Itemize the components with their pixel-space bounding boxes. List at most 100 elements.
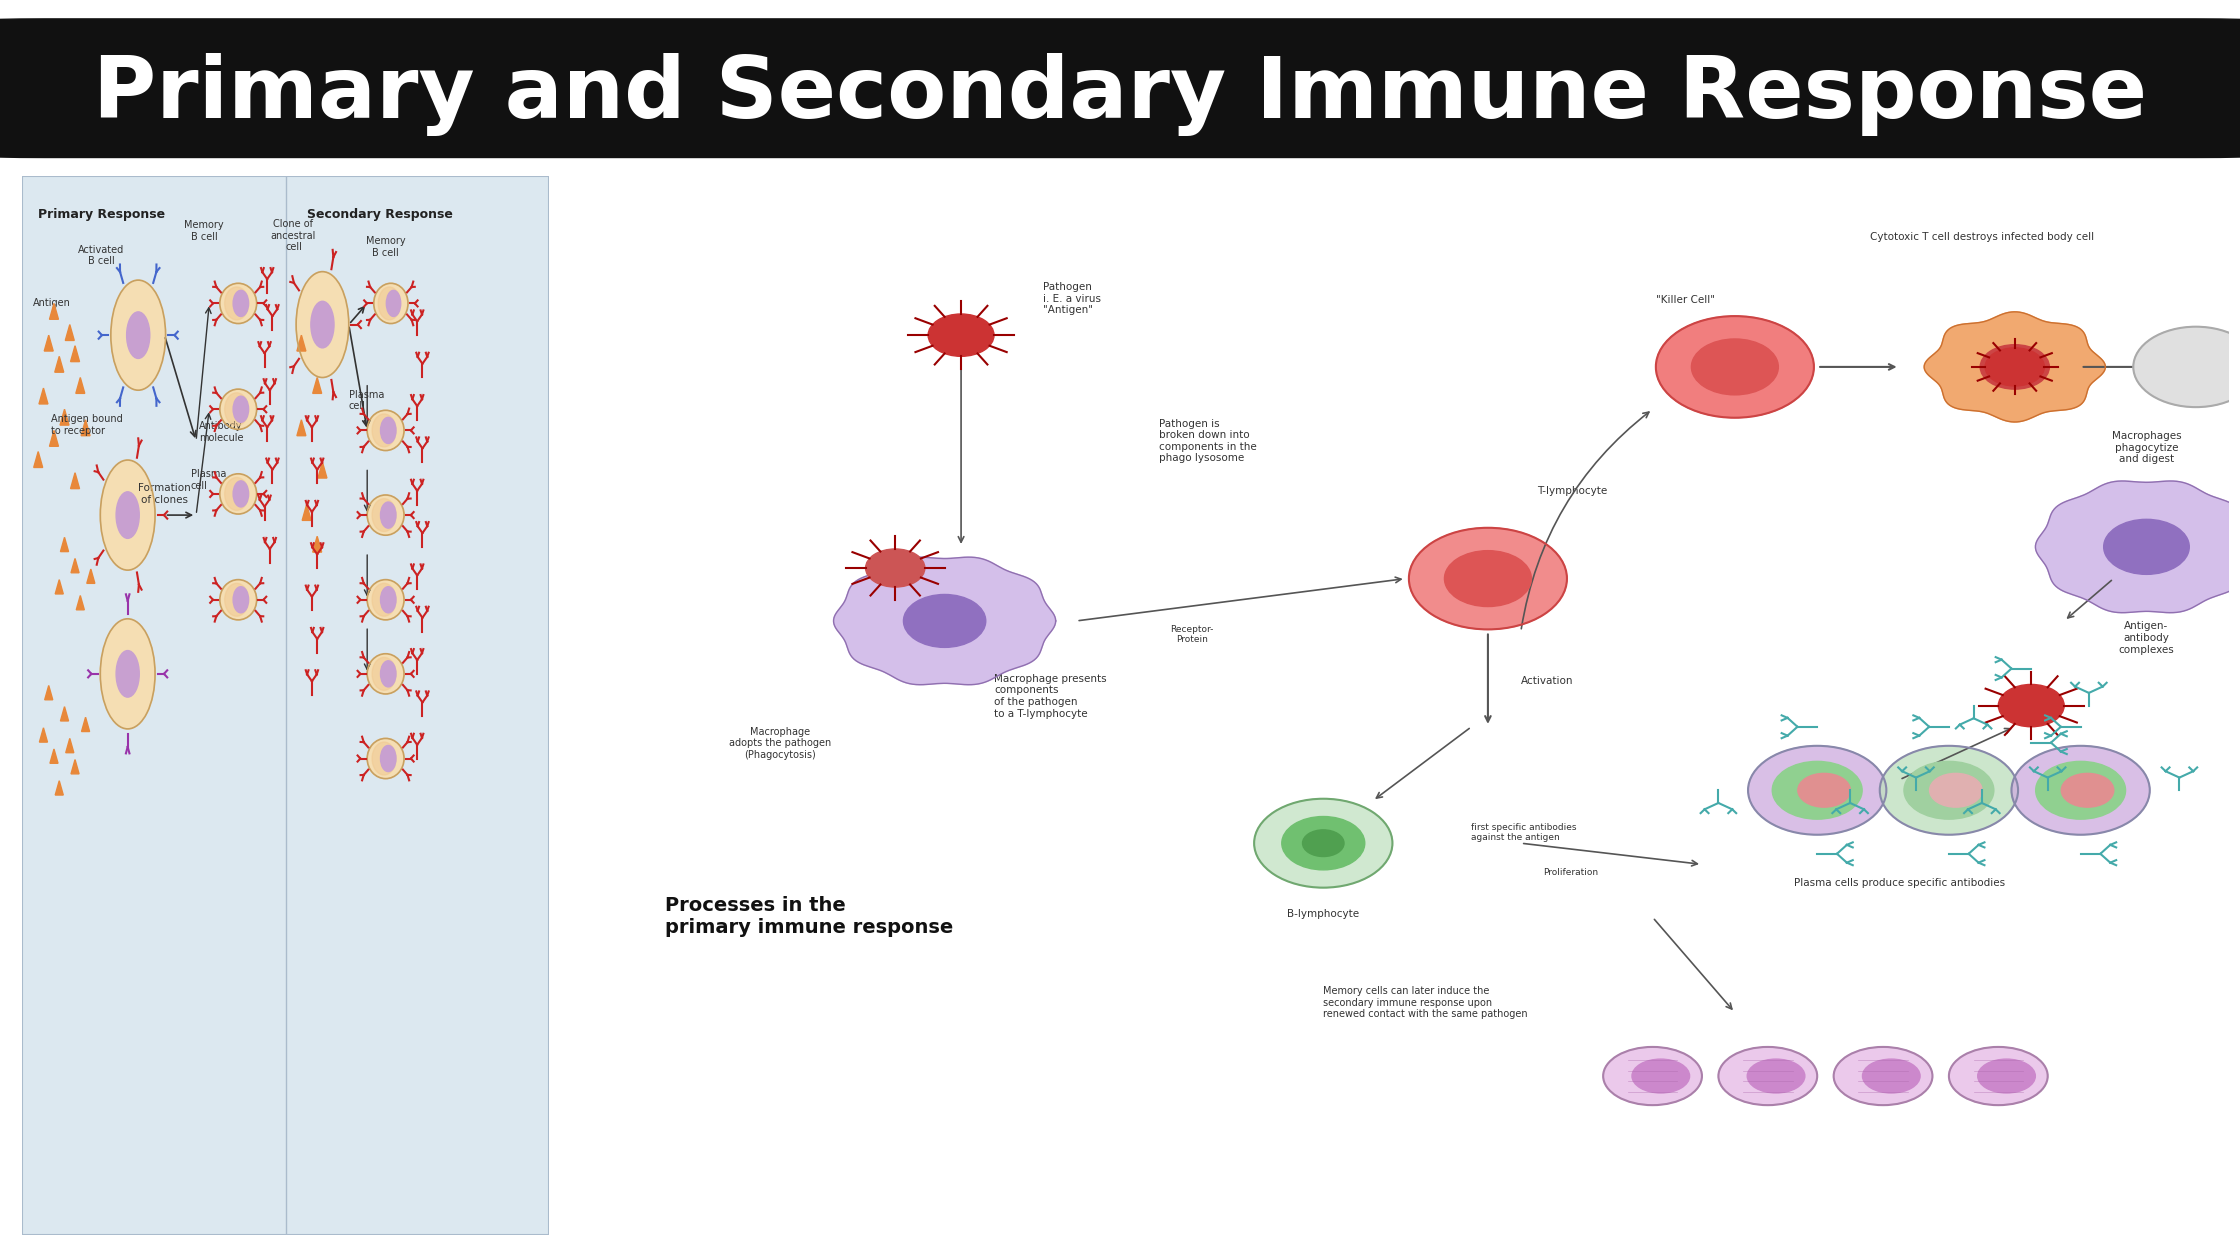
Circle shape xyxy=(2132,326,2240,407)
Polygon shape xyxy=(56,781,63,795)
Circle shape xyxy=(1799,774,1850,808)
Polygon shape xyxy=(72,760,78,774)
Text: "Killer Cell": "Killer Cell" xyxy=(1655,295,1716,305)
Text: Activated
B cell: Activated B cell xyxy=(78,244,125,266)
Circle shape xyxy=(110,280,166,391)
Ellipse shape xyxy=(233,290,249,316)
Polygon shape xyxy=(54,357,63,372)
Circle shape xyxy=(296,272,349,378)
Text: Clone of
ancestral
cell: Clone of ancestral cell xyxy=(271,219,316,252)
Ellipse shape xyxy=(1978,1060,2036,1092)
Polygon shape xyxy=(833,557,1055,684)
Polygon shape xyxy=(76,596,85,610)
Circle shape xyxy=(1904,761,1994,819)
Text: Secondary Response: Secondary Response xyxy=(307,208,452,222)
Ellipse shape xyxy=(372,583,396,616)
Ellipse shape xyxy=(233,481,249,507)
Text: Antigen: Antigen xyxy=(34,299,72,309)
Ellipse shape xyxy=(374,284,408,324)
Polygon shape xyxy=(318,462,327,478)
Circle shape xyxy=(116,650,139,697)
Ellipse shape xyxy=(233,587,249,612)
Ellipse shape xyxy=(367,495,403,536)
Polygon shape xyxy=(298,335,307,352)
Ellipse shape xyxy=(220,284,258,324)
Circle shape xyxy=(2036,761,2126,819)
Text: Pathogen is
broken down into
components in the
phago lysosome: Pathogen is broken down into components … xyxy=(1158,418,1257,464)
Text: Memory
B cell: Memory B cell xyxy=(184,220,224,242)
Polygon shape xyxy=(302,504,311,520)
Ellipse shape xyxy=(367,411,403,451)
Circle shape xyxy=(116,491,139,538)
Circle shape xyxy=(903,595,986,648)
Text: Memory
B cell: Memory B cell xyxy=(365,236,405,258)
Polygon shape xyxy=(56,580,63,593)
Polygon shape xyxy=(38,388,47,404)
Text: Activation: Activation xyxy=(1521,677,1572,687)
Polygon shape xyxy=(314,537,323,552)
Polygon shape xyxy=(72,558,78,573)
Ellipse shape xyxy=(381,501,396,528)
Ellipse shape xyxy=(372,658,396,690)
Circle shape xyxy=(2012,746,2150,834)
Text: T-lymphocyte: T-lymphocyte xyxy=(1537,486,1608,496)
Ellipse shape xyxy=(1861,1060,1920,1092)
Text: Plasma
cell: Plasma cell xyxy=(190,469,226,490)
Polygon shape xyxy=(65,325,74,340)
Polygon shape xyxy=(65,738,74,752)
Polygon shape xyxy=(45,335,54,352)
Polygon shape xyxy=(60,537,69,552)
Polygon shape xyxy=(72,345,78,362)
Text: B-lymphocyte: B-lymphocyte xyxy=(1288,910,1360,920)
Ellipse shape xyxy=(381,746,396,771)
Ellipse shape xyxy=(367,580,403,620)
Polygon shape xyxy=(314,378,323,393)
Polygon shape xyxy=(2036,481,2240,612)
Circle shape xyxy=(1691,339,1779,394)
Ellipse shape xyxy=(224,583,249,616)
Ellipse shape xyxy=(224,478,249,510)
FancyBboxPatch shape xyxy=(22,176,549,1235)
Ellipse shape xyxy=(367,654,403,694)
Text: Cytotoxic T cell destroys infected body cell: Cytotoxic T cell destroys infected body … xyxy=(1870,232,2094,242)
Polygon shape xyxy=(60,410,69,425)
Polygon shape xyxy=(72,472,78,489)
Polygon shape xyxy=(34,451,43,467)
Circle shape xyxy=(1985,348,2045,386)
Polygon shape xyxy=(1924,311,2106,422)
Polygon shape xyxy=(40,728,47,742)
Text: Receptor-
Protein: Receptor- Protein xyxy=(1169,625,1214,644)
Text: Antibody
molecule: Antibody molecule xyxy=(199,421,244,444)
Circle shape xyxy=(2103,519,2188,575)
Ellipse shape xyxy=(224,393,249,426)
Circle shape xyxy=(865,549,925,587)
Ellipse shape xyxy=(224,287,249,320)
Text: Plasma cells produce specific antibodies: Plasma cells produce specific antibodies xyxy=(1794,877,2005,887)
Text: Antigen-
antibody
complexes: Antigen- antibody complexes xyxy=(2119,621,2175,655)
Ellipse shape xyxy=(220,580,258,620)
Text: first specific antibodies
against the antigen: first specific antibodies against the an… xyxy=(1472,823,1577,842)
Text: Processes in the
primary immune response: Processes in the primary immune response xyxy=(665,896,952,937)
Circle shape xyxy=(1301,830,1344,857)
Polygon shape xyxy=(87,570,94,583)
Text: Plasma
cell: Plasma cell xyxy=(349,389,383,411)
Ellipse shape xyxy=(1604,1047,1702,1105)
Polygon shape xyxy=(45,685,54,699)
Ellipse shape xyxy=(1747,1060,1805,1092)
Circle shape xyxy=(1980,345,2050,389)
Polygon shape xyxy=(49,431,58,446)
Ellipse shape xyxy=(372,415,396,447)
Ellipse shape xyxy=(379,287,401,320)
Circle shape xyxy=(101,460,155,570)
Circle shape xyxy=(1879,746,2018,834)
Circle shape xyxy=(1655,316,1814,418)
Circle shape xyxy=(1998,684,2065,727)
Circle shape xyxy=(311,301,334,348)
Circle shape xyxy=(927,314,995,357)
Ellipse shape xyxy=(220,389,258,430)
Ellipse shape xyxy=(1835,1047,1933,1105)
Ellipse shape xyxy=(381,660,396,687)
Circle shape xyxy=(101,619,155,728)
Ellipse shape xyxy=(220,474,258,514)
Circle shape xyxy=(1409,528,1568,630)
